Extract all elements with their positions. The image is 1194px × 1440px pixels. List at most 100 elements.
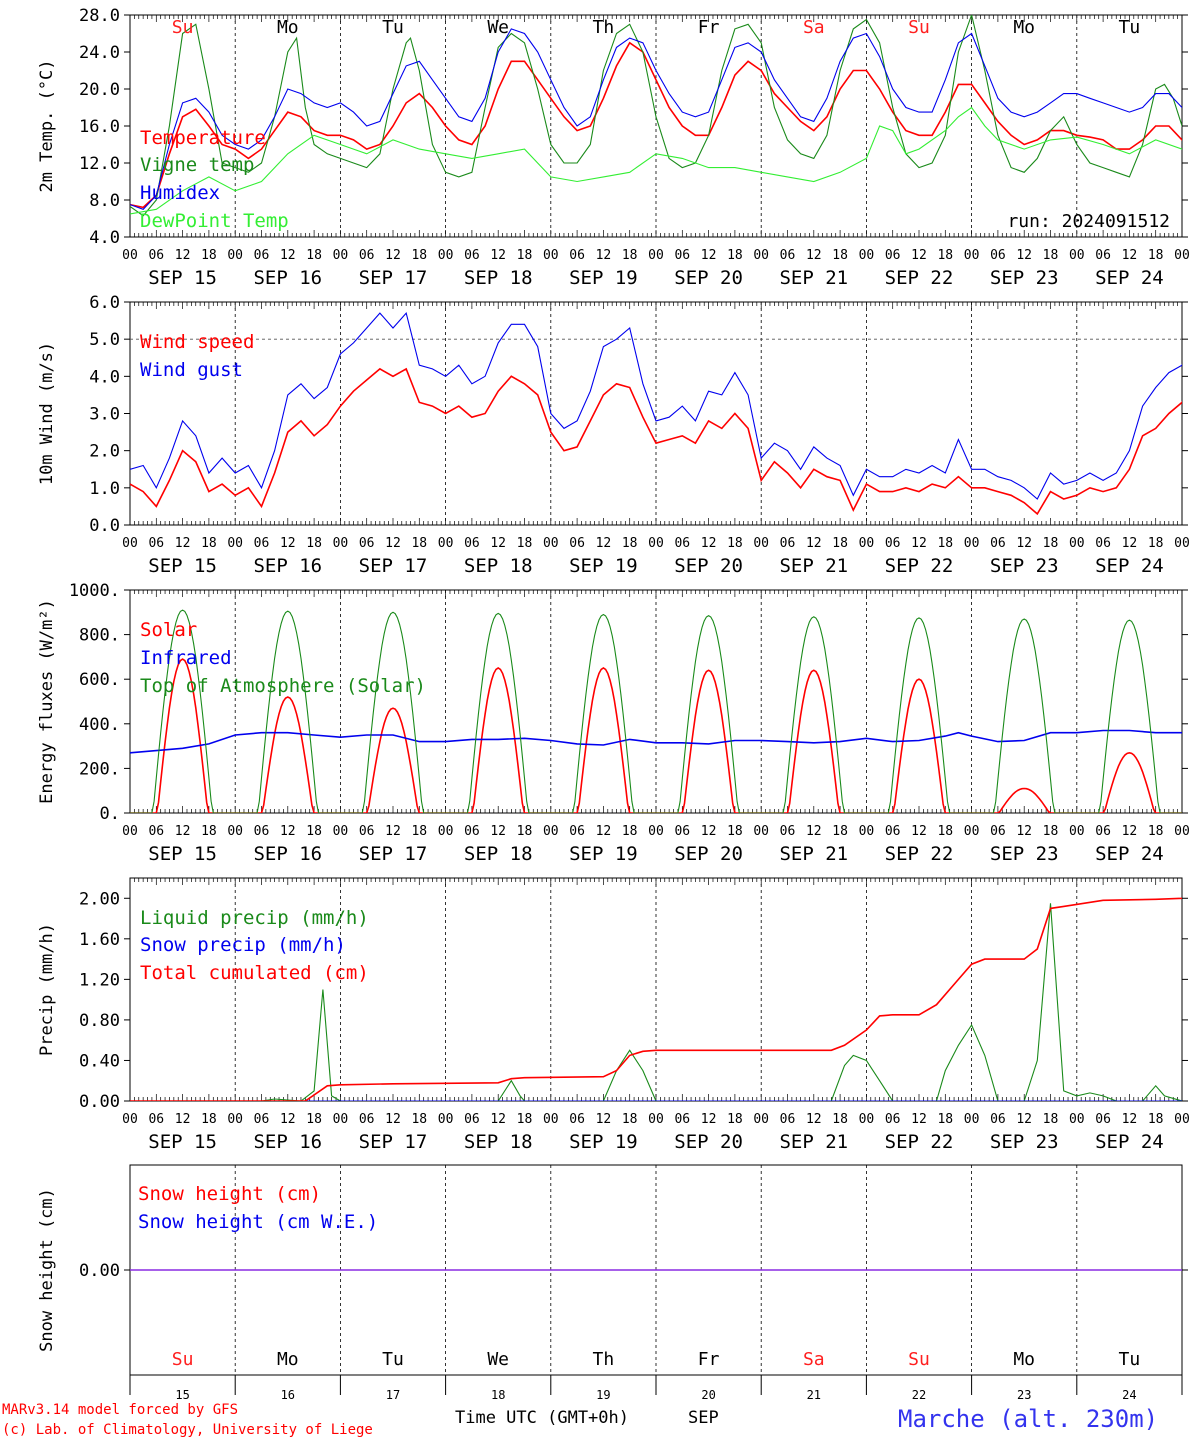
day-number-label: 18 xyxy=(491,1388,505,1402)
hour-tick-label: 12 xyxy=(1016,536,1032,551)
plot-frame xyxy=(129,589,1183,814)
hour-tick-label: 06 xyxy=(464,824,480,839)
hour-tick-label: 18 xyxy=(937,824,953,839)
y-tick-label: 2.00 xyxy=(79,889,120,909)
hour-tick-label: 06 xyxy=(148,536,164,551)
panel-4: 0.00 0.40 0.80 1.20 1.60 2.00 Precip (mm/h) Liq… xyxy=(37,877,1190,1153)
date-label: SEP 16 xyxy=(253,1131,322,1153)
date-label: SEP 17 xyxy=(359,1131,428,1153)
date-label: SEP 15 xyxy=(148,555,217,577)
hour-tick-label: 00 xyxy=(438,1112,454,1127)
y-tick-label: 0.40 xyxy=(79,1051,120,1071)
hour-tick-label: 18 xyxy=(1148,1112,1164,1127)
series-wind-gust xyxy=(130,311,1182,500)
date-label: SEP 19 xyxy=(569,267,638,289)
hour-tick-label: 18 xyxy=(727,248,743,263)
date-label: SEP 24 xyxy=(1095,843,1164,865)
hour-tick-label: 18 xyxy=(517,248,533,263)
hour-tick-label: 00 xyxy=(543,1112,559,1127)
y-tick-label: 0.0 xyxy=(89,516,120,536)
hour-tick-label: 12 xyxy=(1122,248,1138,263)
hour-tick-label: 00 xyxy=(122,824,138,839)
hour-tick-label: 12 xyxy=(280,1112,296,1127)
date-label: SEP 18 xyxy=(464,1131,533,1153)
hour-tick-label: 00 xyxy=(1174,824,1190,839)
hour-tick-label: 00 xyxy=(1069,536,1085,551)
y-tick-label: 1.20 xyxy=(79,970,120,990)
hour-tick-label: 12 xyxy=(385,1112,401,1127)
series-vigne-temp xyxy=(130,15,1182,217)
hour-tick-label: 06 xyxy=(254,248,270,263)
hour-tick-label: 12 xyxy=(1122,536,1138,551)
hour-tick-label: 00 xyxy=(648,248,664,263)
hour-tick-label: 00 xyxy=(964,536,980,551)
date-label: SEP 17 xyxy=(359,267,428,289)
hour-tick-label: 18 xyxy=(727,536,743,551)
date-label: SEP 21 xyxy=(779,843,848,865)
date-label: SEP 15 xyxy=(148,1131,217,1153)
day-number-label: 15 xyxy=(175,1388,189,1402)
panel-5: 0.00 Snow height (cm) Snow height (cm) Snow… xyxy=(37,1164,1188,1402)
hour-tick-label: 06 xyxy=(780,1112,796,1127)
legend-entry: Humidex xyxy=(140,182,220,204)
series-total-cumulated-cm- xyxy=(130,897,1182,1101)
hour-tick-label: 00 xyxy=(1174,248,1190,263)
series-group xyxy=(130,609,1182,813)
y-tick-label: 0.80 xyxy=(79,1011,120,1031)
day-abbr-label: Sa xyxy=(803,17,825,38)
hour-tick-label: 18 xyxy=(622,824,638,839)
y-axis-label: Energy fluxes (W/m²) xyxy=(37,599,57,804)
legend-entry: Vigne temp xyxy=(140,154,254,176)
series-dewpoint-temp xyxy=(130,106,1182,215)
hour-tick-label: 00 xyxy=(543,824,559,839)
hour-tick-label: 06 xyxy=(990,1112,1006,1127)
hour-tick-label: 06 xyxy=(1095,536,1111,551)
hour-tick-label: 12 xyxy=(911,536,927,551)
hour-tick-label: 12 xyxy=(1122,824,1138,839)
y-axis-label: Snow height (cm) xyxy=(37,1188,57,1352)
hour-tick-label: 06 xyxy=(464,248,480,263)
hour-tick-label: 00 xyxy=(859,248,875,263)
panel-3: 0. 200. 400. 600. 800. 1000. Energy fluxes (W/… xyxy=(37,581,1190,865)
series-group xyxy=(130,311,1182,516)
date-label: SEP 23 xyxy=(990,267,1059,289)
date-label: SEP 22 xyxy=(885,1131,954,1153)
legend-entry: Solar xyxy=(140,619,197,641)
hour-tick-label: 06 xyxy=(254,536,270,551)
hour-tick-label: 12 xyxy=(1016,1112,1032,1127)
hour-tick-label: 06 xyxy=(885,536,901,551)
date-label: SEP 22 xyxy=(885,843,954,865)
hour-tick-label: 00 xyxy=(648,536,664,551)
hour-tick-label: 18 xyxy=(306,248,322,263)
hour-tick-label: 12 xyxy=(596,248,612,263)
hour-tick-label: 12 xyxy=(806,1112,822,1127)
date-label: SEP 17 xyxy=(359,843,428,865)
day-abbr-label: Th xyxy=(593,17,615,38)
hour-tick-label: 18 xyxy=(727,824,743,839)
y-tick-label: 1.60 xyxy=(79,930,120,950)
y-tick-label: 800. xyxy=(79,626,120,646)
date-label: SEP 21 xyxy=(779,267,848,289)
hour-tick-label: 18 xyxy=(1043,536,1059,551)
day-number-label: 22 xyxy=(912,1388,926,1402)
hour-tick-label: 00 xyxy=(859,824,875,839)
day-number-label: 24 xyxy=(1122,1388,1136,1402)
hour-tick-label: 00 xyxy=(227,248,243,263)
hour-tick-label: 06 xyxy=(885,248,901,263)
hour-tick-label: 00 xyxy=(964,248,980,263)
hour-tick-label: 00 xyxy=(753,1112,769,1127)
date-label: SEP 20 xyxy=(674,555,743,577)
hour-tick-label: 06 xyxy=(359,536,375,551)
hour-tick-label: 18 xyxy=(306,824,322,839)
date-label: SEP 18 xyxy=(464,555,533,577)
hour-tick-label: 18 xyxy=(832,536,848,551)
hour-tick-label: 00 xyxy=(543,536,559,551)
hour-tick-label: 06 xyxy=(569,248,585,263)
hour-tick-label: 12 xyxy=(701,824,717,839)
hour-tick-label: 00 xyxy=(753,248,769,263)
hour-tick-label: 06 xyxy=(359,1112,375,1127)
y-tick-label: 20.0 xyxy=(79,80,120,100)
hour-tick-label: 06 xyxy=(359,824,375,839)
hour-tick-label: 18 xyxy=(201,824,217,839)
hour-tick-label: 18 xyxy=(622,1112,638,1127)
